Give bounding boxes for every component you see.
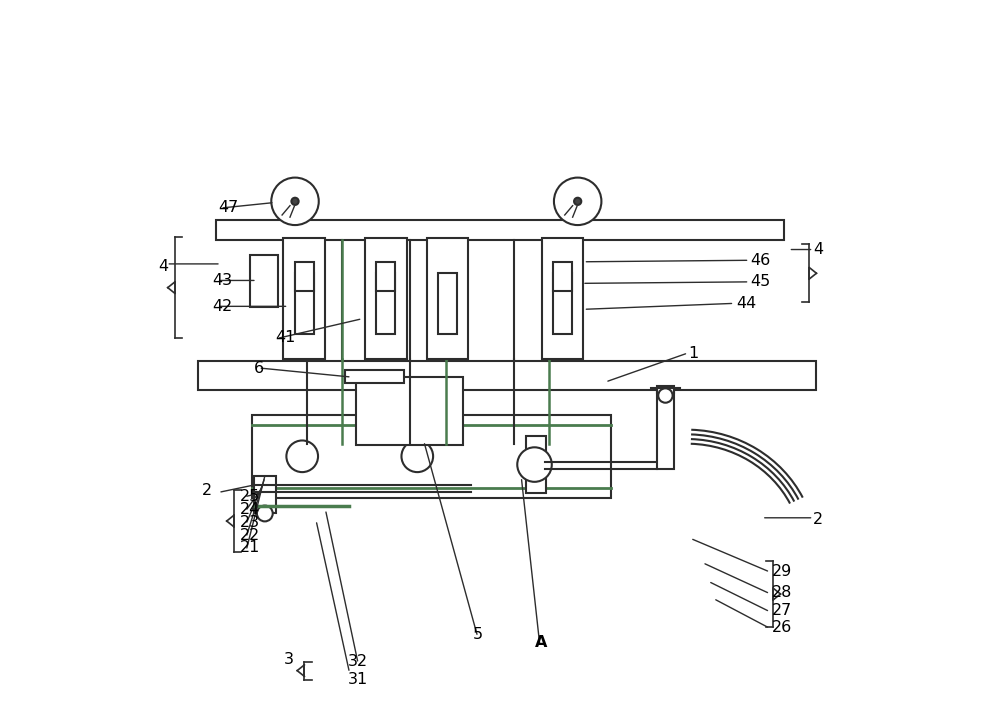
Bar — [254, 476, 276, 513]
Text: 28: 28 — [772, 585, 792, 600]
Bar — [526, 436, 546, 493]
Text: 4: 4 — [158, 258, 168, 274]
Text: 41: 41 — [276, 331, 296, 346]
Bar — [356, 377, 463, 445]
Circle shape — [257, 505, 273, 521]
Text: 2: 2 — [813, 512, 823, 527]
Bar — [365, 238, 407, 359]
Bar — [250, 256, 278, 307]
Bar — [657, 386, 674, 469]
Bar — [216, 220, 784, 240]
Circle shape — [554, 178, 601, 225]
Text: 21: 21 — [240, 541, 260, 555]
Text: A: A — [535, 635, 547, 651]
Text: 23: 23 — [240, 515, 260, 530]
Text: 4: 4 — [813, 242, 823, 257]
Circle shape — [271, 178, 319, 225]
Text: 25: 25 — [240, 489, 260, 504]
Text: 22: 22 — [240, 528, 260, 542]
Bar — [295, 272, 314, 334]
Bar — [438, 272, 457, 334]
Text: 6: 6 — [254, 361, 264, 375]
Bar — [252, 415, 611, 497]
Bar — [198, 361, 816, 390]
Text: 3: 3 — [284, 652, 294, 667]
Text: 32: 32 — [348, 654, 368, 669]
Bar — [553, 262, 572, 290]
Text: 2: 2 — [202, 483, 212, 498]
Text: 24: 24 — [240, 502, 260, 517]
Text: 45: 45 — [750, 274, 771, 290]
Circle shape — [658, 388, 673, 403]
Text: 44: 44 — [736, 296, 756, 311]
Text: 42: 42 — [212, 299, 233, 314]
Bar — [283, 238, 325, 359]
Text: 27: 27 — [772, 603, 792, 618]
Bar — [376, 262, 395, 290]
Text: 46: 46 — [750, 253, 771, 268]
Circle shape — [574, 198, 581, 205]
Circle shape — [286, 440, 318, 472]
Text: 5: 5 — [473, 627, 483, 642]
Text: 47: 47 — [218, 200, 238, 215]
Bar — [376, 272, 395, 334]
Circle shape — [401, 440, 433, 472]
Text: 43: 43 — [212, 273, 232, 288]
Circle shape — [291, 198, 299, 205]
Bar — [345, 370, 404, 383]
Text: 26: 26 — [772, 619, 792, 635]
Bar — [542, 238, 583, 359]
Bar — [553, 272, 572, 334]
Bar — [295, 262, 314, 290]
Text: 31: 31 — [348, 672, 368, 687]
Bar — [427, 238, 468, 359]
Text: 1: 1 — [688, 347, 699, 361]
Circle shape — [517, 448, 552, 482]
Text: 29: 29 — [772, 563, 792, 578]
